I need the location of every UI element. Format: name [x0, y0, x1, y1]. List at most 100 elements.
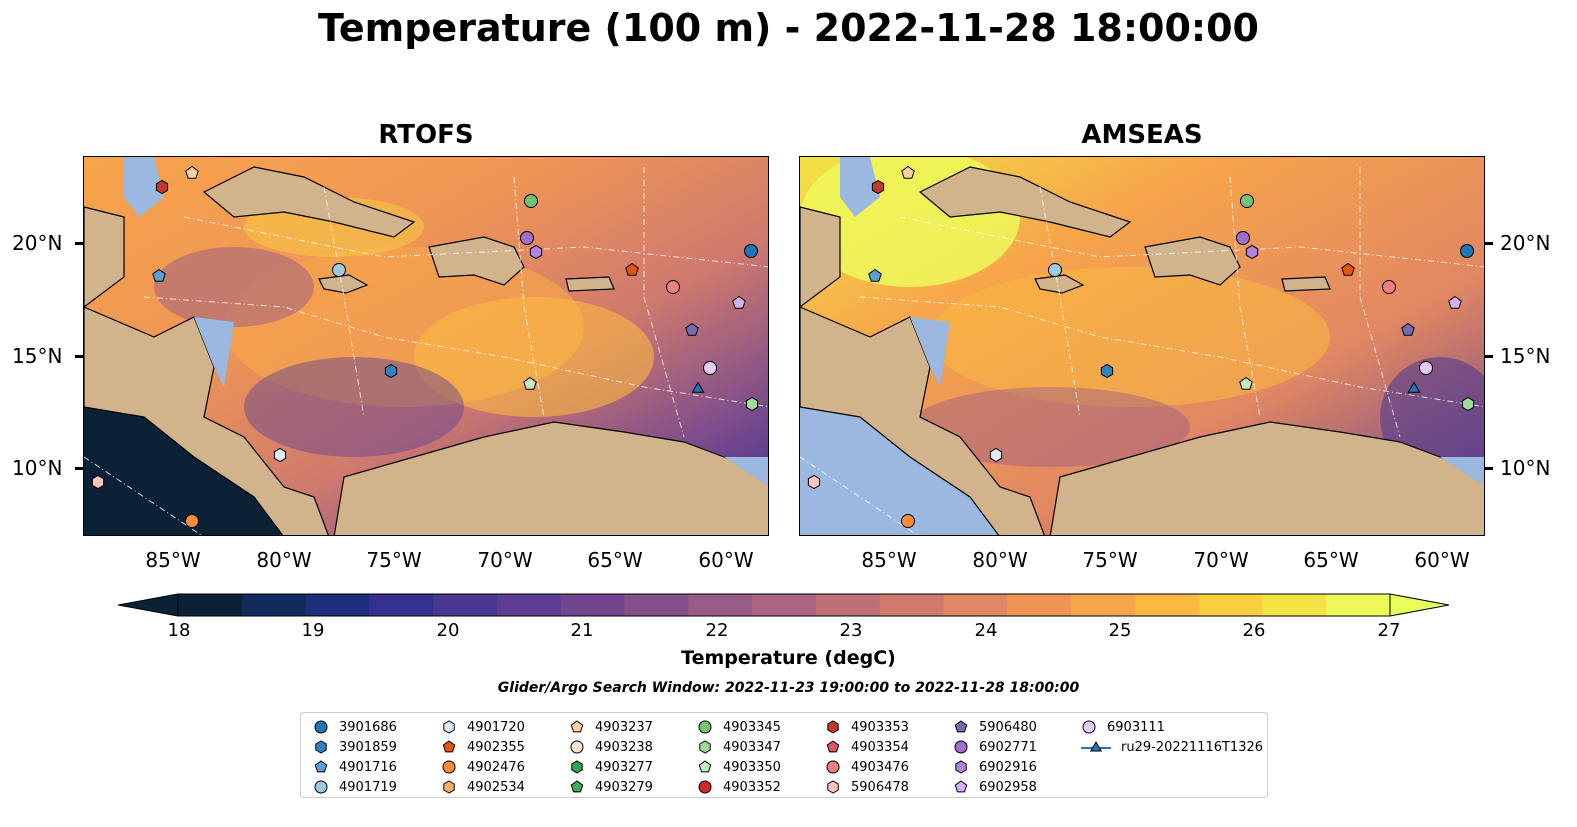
legend-marker-icon: [954, 780, 968, 793]
legend-marker-icon: [314, 720, 328, 734]
colorbar-segment: [369, 594, 434, 616]
legend-marker-icon: [443, 720, 455, 734]
lat-label-10n: 10°N: [12, 456, 63, 480]
float-marker: [989, 447, 1003, 463]
colorbar-segment: [1262, 594, 1327, 616]
float-marker: [1341, 262, 1355, 276]
legend-marker-icon: [699, 740, 711, 754]
legend-item: 5906480: [953, 717, 1037, 737]
legend-label: 4903238: [595, 739, 653, 755]
float-marker: [871, 179, 885, 195]
legend-label: 4903476: [851, 759, 909, 775]
panel-title-rtofs: RTOFS: [378, 120, 474, 150]
colorbar-tick-26: 26: [1242, 620, 1266, 641]
lat-tick: [75, 467, 83, 470]
legend-item: 4903354: [825, 737, 909, 757]
colorbar-tick-22: 22: [705, 620, 729, 641]
float-marker: [1100, 363, 1114, 379]
float-marker: [1419, 361, 1433, 375]
colorbar-segment: [1007, 594, 1072, 616]
colorbar-segment: [305, 594, 370, 616]
legend-marker-icon: [827, 720, 839, 734]
lon-label-85w-b: 85°W: [861, 548, 917, 572]
float-marker: [732, 295, 746, 309]
legend-item: 4902534: [441, 777, 525, 797]
lat-label-20n: 20°N: [12, 231, 63, 255]
legend-label: 4902355: [467, 739, 525, 755]
legend-label: 6902958: [979, 779, 1037, 795]
legend-label: 5906478: [851, 779, 909, 795]
legend-marker-icon: [955, 760, 967, 774]
lat-label-20n-right: 20°N: [1500, 231, 1551, 255]
colorbar-segment: [688, 594, 753, 616]
colorbar-tick-24: 24: [974, 620, 998, 641]
legend-item: 3901686: [313, 717, 397, 737]
map-rtofs: [83, 156, 769, 536]
colorbar-segment: [879, 594, 944, 616]
colorbar-segment: [752, 594, 817, 616]
float-marker: [524, 194, 538, 208]
legend-item: 4903350: [697, 757, 781, 777]
colorbar-segment: [241, 594, 307, 616]
legend-marker-icon: [698, 760, 712, 773]
legend-marker-icon: [570, 780, 584, 793]
legend-marker-icon: [826, 760, 840, 774]
legend-item: 4903352: [697, 777, 781, 797]
legend-label: 6903111: [1107, 719, 1165, 735]
lon-label-75w: 75°W: [366, 548, 422, 572]
float-marker: [185, 514, 199, 528]
legend-item: 4902355: [441, 737, 525, 757]
float-marker: [384, 363, 398, 379]
legend-label: 6902916: [979, 759, 1037, 775]
float-marker: [691, 381, 705, 393]
float-marker: [1460, 244, 1474, 258]
legend-item: 4901720: [441, 717, 525, 737]
legend-marker-icon: [442, 740, 456, 753]
lat-label-15n: 15°N: [12, 344, 63, 368]
legend-item: 4903345: [697, 717, 781, 737]
legend: 3901686 3901859 4901716 4901719 4901720 49023…: [300, 712, 1268, 798]
lat-tick: [1485, 242, 1493, 245]
float-marker: [1461, 396, 1475, 412]
colorbar-tick-18: 18: [167, 620, 191, 641]
float-marker: [1240, 194, 1254, 208]
float-marker: [807, 474, 821, 490]
legend-label: 4903352: [723, 779, 781, 795]
float-marker: [155, 179, 169, 195]
legend-item: 4901719: [313, 777, 397, 797]
float-marker: [529, 244, 543, 260]
float-marker: [273, 447, 287, 463]
legend-marker-icon: [314, 760, 328, 773]
float-marker: [1236, 231, 1250, 245]
legend-item: 4903279: [569, 777, 653, 797]
legend-marker-icon: [826, 740, 840, 753]
legend-item: 6902958: [953, 777, 1037, 797]
float-marker: [185, 165, 199, 179]
lat-label-15n-right: 15°N: [1500, 344, 1551, 368]
legend-label: 4903237: [595, 719, 653, 735]
colorbar-segment: [496, 594, 562, 616]
lon-label-70w-b: 70°W: [1193, 548, 1249, 572]
legend-item: 6903111: [1081, 717, 1165, 737]
lat-tick: [75, 355, 83, 358]
search-window-note: Glider/Argo Search Window: 2022-11-23 19…: [497, 680, 1080, 696]
lon-label-80w-b: 80°W: [972, 548, 1028, 572]
float-marker: [1407, 381, 1421, 393]
float-marker: [745, 396, 759, 412]
float-marker: [685, 322, 699, 336]
colorbar-segment: [815, 594, 881, 616]
legend-item: 3901859: [313, 737, 397, 757]
legend-marker-icon: [571, 760, 583, 774]
float-marker: [666, 280, 680, 294]
lon-label-60w: 60°W: [698, 548, 754, 572]
float-marker: [520, 231, 534, 245]
colorbar-segment: [433, 594, 498, 616]
legend-item: 4903237: [569, 717, 653, 737]
legend-label: 4903353: [851, 719, 909, 735]
float-marker: [1382, 280, 1396, 294]
legend-label: 3901686: [339, 719, 397, 735]
legend-item: ru29-20221116T1326: [1081, 737, 1263, 757]
colorbar-label: Temperature (degC): [681, 647, 896, 669]
colorbar-tick-25: 25: [1108, 620, 1132, 641]
colorbar-segment: [943, 594, 1008, 616]
